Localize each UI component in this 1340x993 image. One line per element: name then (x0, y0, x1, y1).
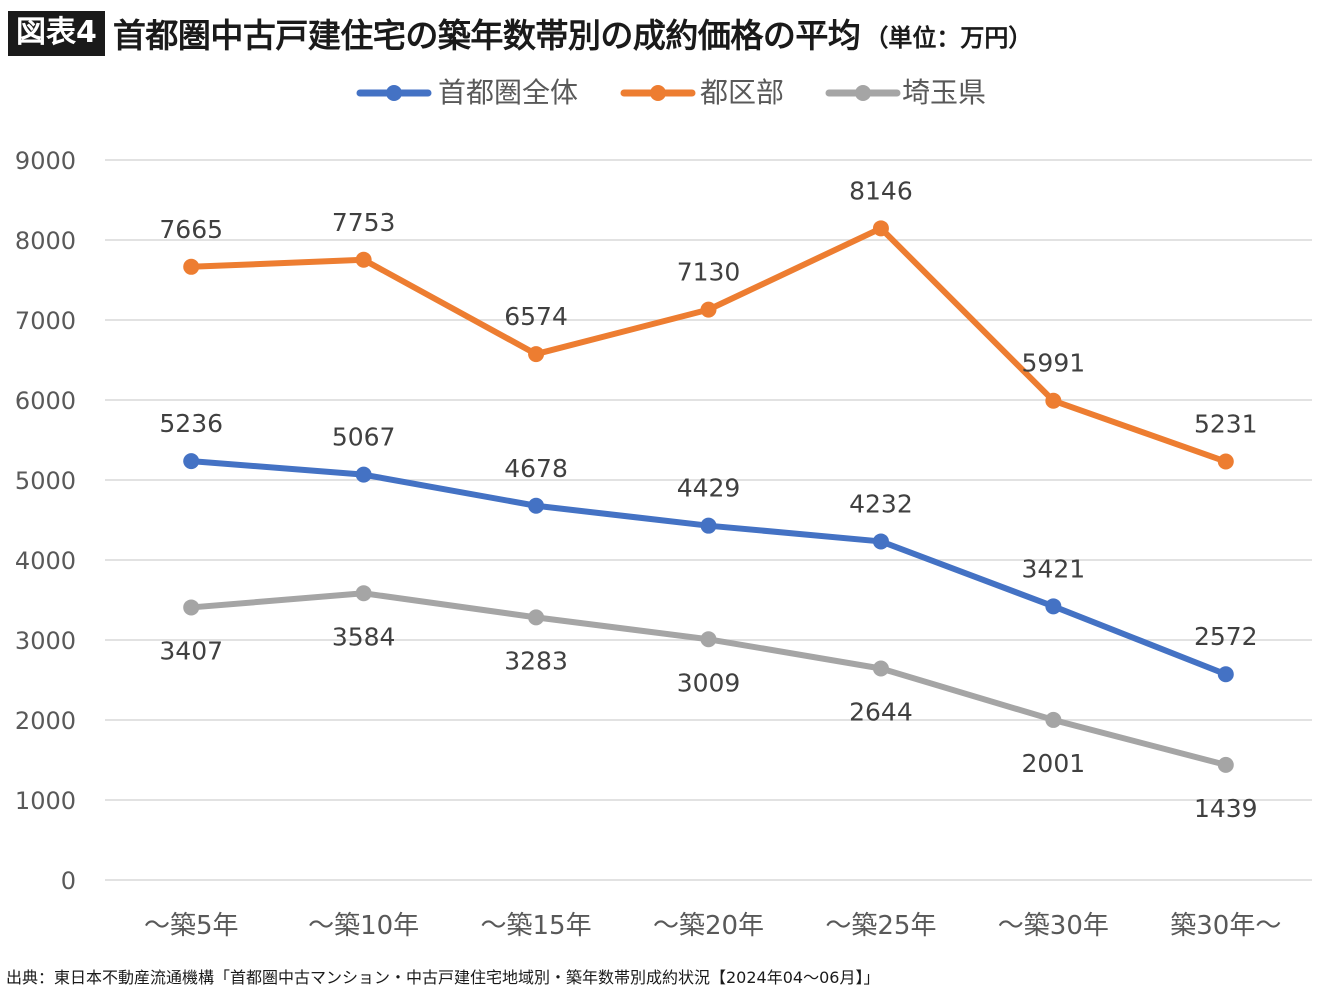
data-point (1217, 666, 1234, 683)
data-label: 3283 (504, 646, 568, 675)
y-tick-label: 2000 (15, 707, 76, 735)
data-point (872, 660, 889, 677)
data-label: 7130 (677, 258, 741, 287)
data-label: 3407 (159, 636, 223, 665)
x-tick-label: ～築30年 (998, 911, 1109, 941)
x-tick-label: ～築25年 (825, 911, 936, 941)
data-point (183, 599, 200, 616)
data-point (528, 497, 545, 514)
data-label: 5067 (332, 423, 396, 452)
data-label: 2644 (849, 697, 913, 726)
data-label: 2572 (1194, 622, 1258, 651)
data-point (355, 466, 372, 483)
legend-label: 都区部 (700, 76, 784, 109)
legend-marker (650, 85, 666, 101)
data-label: 4429 (677, 474, 741, 503)
legend-label: 埼玉県 (902, 76, 986, 109)
data-point (1045, 392, 1062, 409)
data-label: 3009 (677, 668, 741, 697)
legend-label: 首都圏全体 (438, 76, 578, 109)
data-point (700, 517, 717, 534)
data-label: 8146 (849, 176, 913, 205)
data-point (528, 609, 545, 626)
data-point (183, 453, 200, 470)
data-label: 5236 (159, 409, 223, 438)
y-tick-label: 4000 (15, 547, 76, 575)
data-label: 1439 (1194, 794, 1258, 823)
data-label: 7753 (332, 208, 396, 237)
source-note: 出典：東日本不動産流通機構「首都圏中古マンション・中古戸建住宅地域別・築年数帯別… (6, 968, 880, 987)
legend-marker (855, 85, 871, 101)
data-label: 4678 (504, 454, 568, 483)
data-point (872, 220, 889, 237)
data-point (1045, 711, 1062, 728)
data-label: 3421 (1022, 554, 1086, 583)
data-label: 2001 (1022, 749, 1086, 778)
x-tick-label: 築30年～ (1170, 911, 1281, 941)
data-label: 4232 (849, 489, 913, 518)
chart-title: 首都圏中古戸建住宅の築年数帯別の成約価格の平均 (112, 16, 861, 55)
data-point (1217, 453, 1234, 470)
y-tick-label: 5000 (15, 467, 76, 495)
x-tick-label: ～築20年 (653, 911, 764, 941)
data-point (700, 301, 717, 318)
data-point (183, 258, 200, 275)
y-tick-label: 0 (61, 867, 76, 895)
y-tick-label: 1000 (15, 787, 76, 815)
data-label: 3584 (332, 622, 396, 651)
x-tick-label: ～築15年 (481, 911, 592, 941)
data-point (355, 251, 372, 268)
y-tick-label: 6000 (15, 387, 76, 415)
y-tick-label: 8000 (15, 227, 76, 255)
unit-label: （単位：万円） (864, 23, 1033, 52)
x-tick-label: ～築5年 (144, 911, 239, 941)
line-chart: 0 1000 2000 3000 4000 5000 6000 7000 8000 9000 ～築5… (15, 76, 1312, 941)
chart-header: 図表4 首都圏中古戸建住宅の築年数帯別の成約価格の平均 （単位：万円） (8, 4, 1032, 62)
data-label: 5991 (1022, 349, 1086, 378)
figure-badge: 図表4 (8, 10, 105, 56)
y-tick-label: 3000 (15, 627, 76, 655)
y-tick-label: 7000 (15, 307, 76, 335)
data-point (872, 533, 889, 550)
data-label: 7665 (159, 215, 223, 244)
x-tick-label: ～築10年 (308, 911, 419, 941)
data-point (700, 631, 717, 648)
data-point (355, 585, 372, 602)
data-point (1217, 756, 1234, 773)
legend-marker (386, 85, 402, 101)
data-label: 5231 (1194, 410, 1258, 439)
data-point (1045, 598, 1062, 615)
data-point (528, 346, 545, 363)
y-tick-label: 9000 (15, 147, 76, 175)
data-label: 6574 (504, 302, 568, 331)
